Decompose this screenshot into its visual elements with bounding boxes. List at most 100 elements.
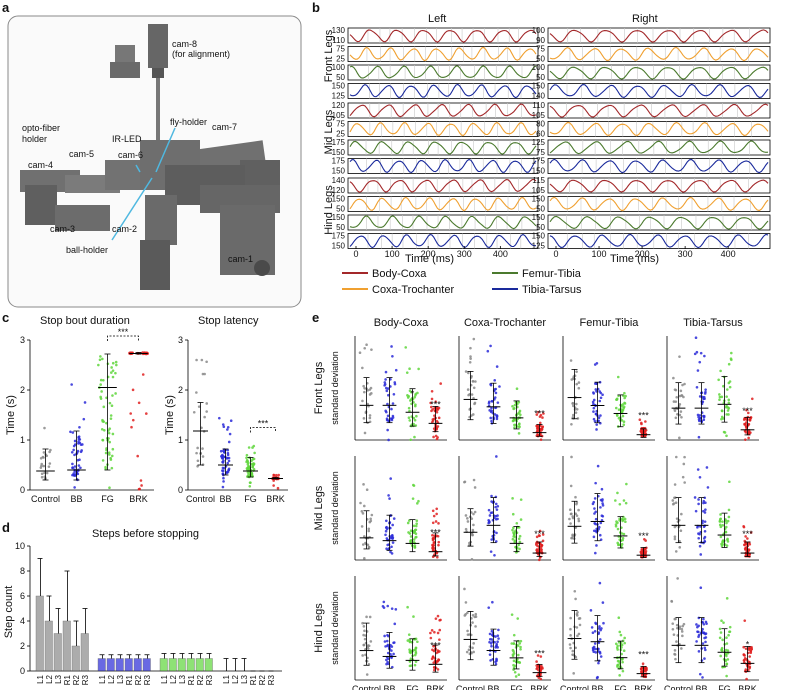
data-point: [437, 540, 441, 544]
data-point: [569, 484, 573, 488]
trace-line: [549, 83, 769, 98]
data-point: [573, 654, 577, 658]
data-point: [615, 414, 619, 417]
leg-label: L2: [231, 674, 240, 683]
x-category-label: FG: [244, 494, 257, 504]
data-point: [466, 629, 469, 633]
data-point: [624, 394, 627, 398]
data-point: [111, 432, 115, 436]
data-point: [436, 659, 440, 663]
leg-label: L1: [36, 674, 45, 683]
data-point: [471, 613, 475, 617]
data-point: [697, 415, 700, 419]
data-point: [593, 507, 596, 510]
data-point: [78, 426, 81, 429]
trace-line: [349, 103, 537, 118]
data-point: [114, 360, 118, 364]
data-point: [726, 409, 730, 412]
data-point: [471, 621, 474, 624]
leg-label: L2: [45, 674, 54, 683]
trace-tick-label: 60: [536, 130, 545, 139]
data-point: [385, 662, 388, 666]
data-point: [678, 436, 681, 440]
data-point: [699, 553, 703, 556]
data-point: [495, 415, 499, 419]
bar: [204, 658, 213, 672]
data-point: [599, 655, 603, 658]
data-point: [438, 618, 441, 622]
trace-tick-label: 150: [332, 213, 346, 222]
x-category-label: BB: [70, 494, 82, 504]
data-point: [433, 630, 436, 634]
data-point: [437, 522, 440, 525]
leg-label: L1: [222, 674, 231, 683]
data-point: [42, 464, 46, 468]
data-point: [674, 496, 677, 500]
data-point: [433, 414, 436, 417]
data-point: [469, 346, 472, 350]
data-point: [472, 337, 476, 341]
trace-tick-label: 150: [332, 167, 346, 176]
data-point: [594, 388, 598, 391]
row-label-hind: Hind Legs: [323, 185, 335, 235]
data-point: [417, 499, 420, 503]
data-point: [514, 675, 518, 678]
data-point: [674, 550, 678, 553]
data-point: [748, 665, 752, 669]
data-point: [406, 521, 410, 525]
data-point: [414, 646, 418, 650]
trace-tick-label: 125: [532, 242, 546, 251]
data-point: [431, 408, 434, 411]
data-point: [728, 380, 732, 383]
data-point: [362, 633, 365, 637]
data-point: [718, 636, 722, 640]
trace-tick-label: 50: [336, 223, 345, 232]
data-point: [247, 446, 251, 449]
data-point: [704, 390, 707, 394]
data-point: [511, 512, 515, 516]
leg-label: L2: [169, 674, 178, 683]
data-point: [703, 657, 706, 660]
trace-tick-label: 110: [332, 36, 345, 45]
data-point: [108, 401, 112, 405]
data-point: [487, 606, 491, 609]
y-tick-label: 1: [20, 435, 25, 445]
data-point: [222, 449, 225, 453]
trace-line: [349, 83, 537, 99]
data-point: [495, 508, 499, 511]
data-point: [487, 402, 491, 405]
data-point: [675, 395, 679, 399]
data-point: [595, 423, 599, 426]
data-point: [721, 520, 724, 523]
data-point: [512, 666, 516, 670]
data-point: [76, 472, 80, 476]
data-point: [416, 391, 419, 395]
cam-6-body: [105, 160, 140, 190]
data-point: [385, 525, 388, 529]
data-point: [536, 549, 539, 553]
data-point: [386, 414, 390, 418]
data-point: [597, 527, 600, 531]
data-point: [702, 509, 705, 513]
leg-label: R1: [249, 674, 258, 685]
c2-ylabel: Time (s): [164, 395, 176, 435]
data-point: [225, 457, 229, 460]
leg-label: R1: [63, 674, 72, 685]
data-point: [222, 476, 225, 480]
data-point: [681, 624, 685, 628]
data-point: [367, 546, 371, 549]
data-point: [725, 544, 729, 547]
data-point: [574, 411, 578, 414]
data-point: [577, 517, 580, 521]
data-point: [253, 451, 256, 455]
y-tick-label: 8: [20, 566, 25, 576]
data-point: [622, 649, 626, 652]
data-point: [513, 426, 516, 429]
data-point: [384, 378, 387, 381]
data-point: [393, 622, 397, 626]
data-point: [673, 537, 677, 541]
data-point: [541, 416, 544, 419]
data-point: [365, 615, 368, 619]
data-point: [370, 348, 373, 351]
data-point: [517, 400, 521, 404]
